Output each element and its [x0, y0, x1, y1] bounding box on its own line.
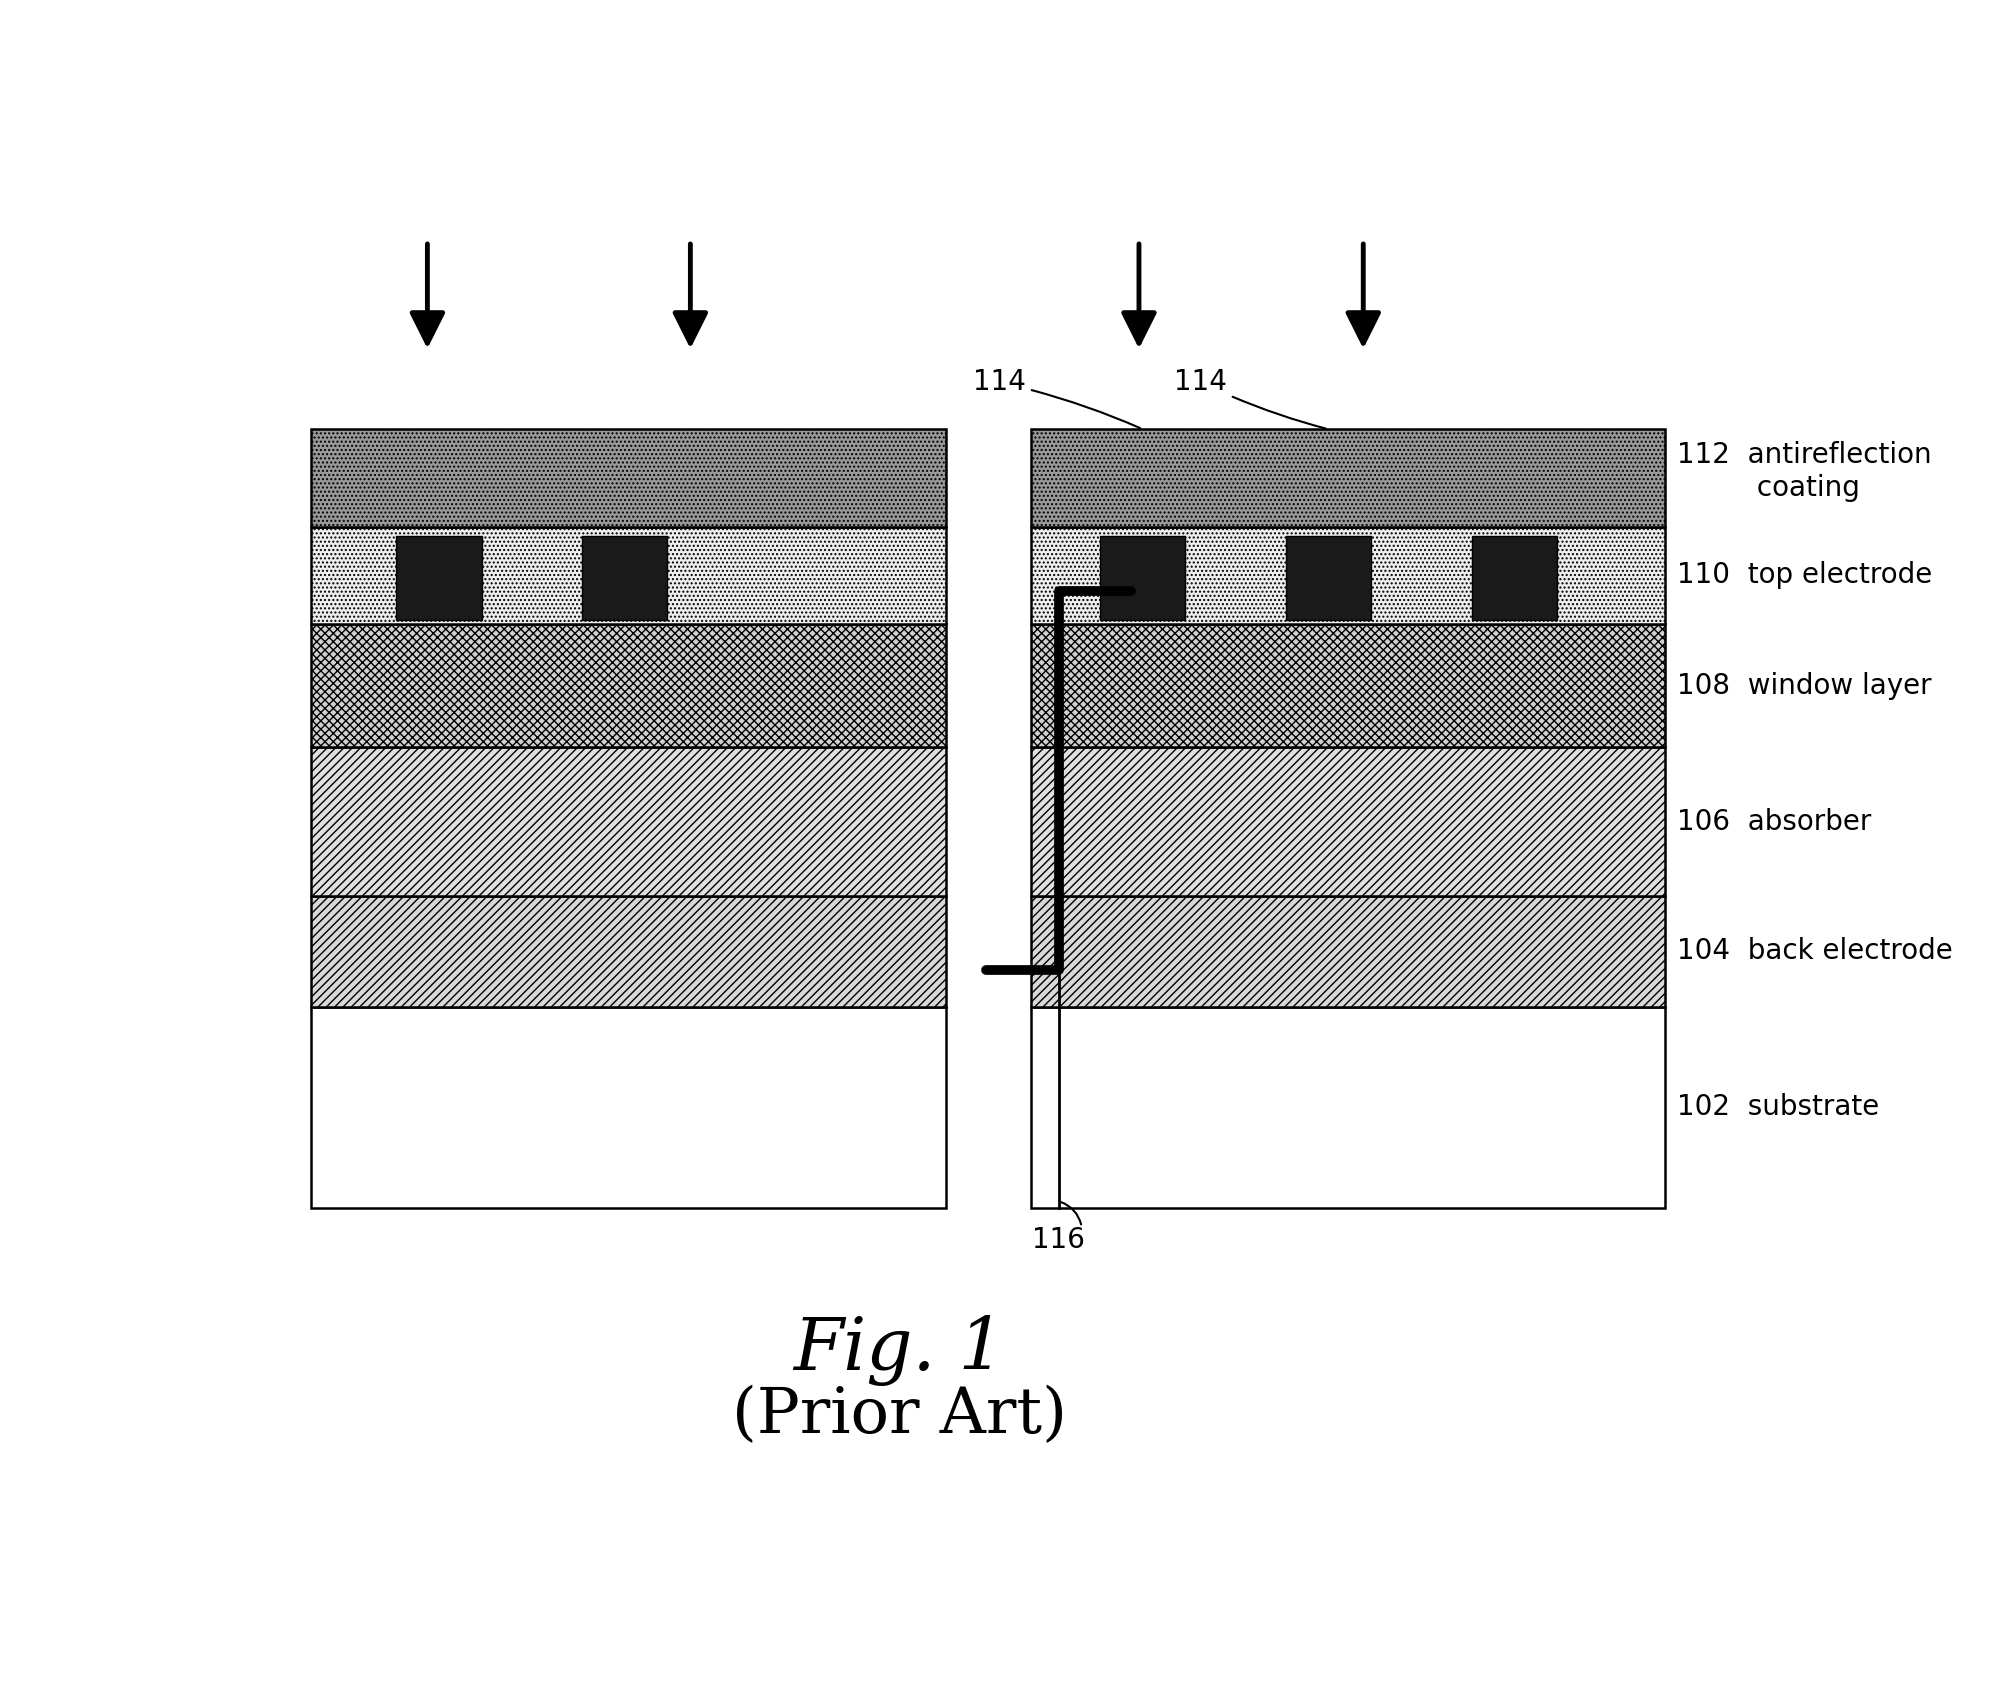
- Bar: [311, 623, 946, 746]
- Text: 102  substrate: 102 substrate: [1677, 1094, 1880, 1121]
- Text: 112  antireflection
         coating: 112 antireflection coating: [1677, 441, 1932, 502]
- Bar: [1030, 746, 1665, 896]
- Bar: [311, 896, 946, 1006]
- Bar: [1100, 536, 1186, 620]
- Text: 106  absorber: 106 absorber: [1677, 807, 1872, 836]
- Text: Fig. 1: Fig. 1: [794, 1314, 1004, 1387]
- Text: 110  top electrode: 110 top electrode: [1677, 561, 1932, 590]
- Bar: [311, 430, 946, 526]
- Bar: [397, 536, 481, 620]
- Text: 114: 114: [1174, 369, 1325, 428]
- Text: (Prior Art): (Prior Art): [733, 1385, 1066, 1446]
- Bar: [311, 746, 946, 896]
- Text: 114: 114: [974, 369, 1140, 428]
- Bar: [1030, 430, 1665, 526]
- Text: 108  window layer: 108 window layer: [1677, 672, 1932, 699]
- Bar: [1471, 536, 1557, 620]
- Bar: [1030, 1006, 1665, 1208]
- Bar: [1030, 896, 1665, 1006]
- Bar: [311, 1006, 946, 1208]
- Bar: [1030, 526, 1665, 623]
- Bar: [1285, 536, 1371, 620]
- Bar: [583, 536, 667, 620]
- Text: 104  back electrode: 104 back electrode: [1677, 937, 1952, 966]
- Bar: [311, 526, 946, 623]
- Text: 116: 116: [1032, 1227, 1086, 1254]
- Bar: [1030, 623, 1665, 746]
